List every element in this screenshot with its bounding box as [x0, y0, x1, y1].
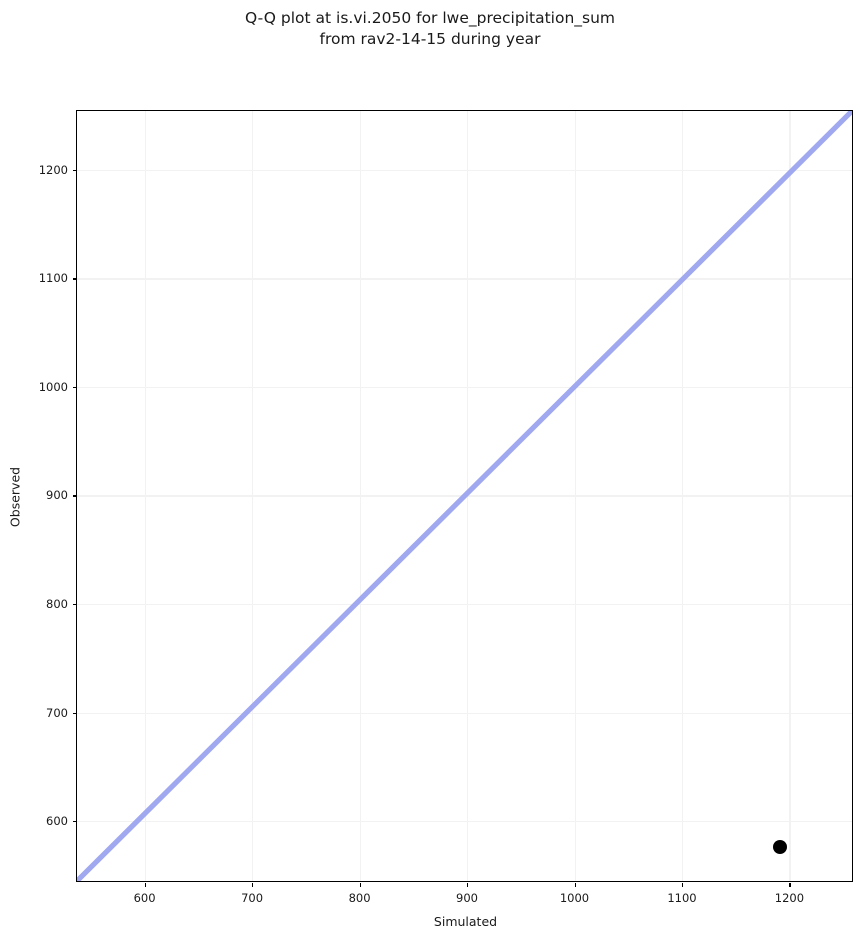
data-point[interactable]: [772, 839, 787, 854]
gridline-horizontal: [77, 169, 852, 172]
gridline-horizontal: [77, 821, 852, 823]
x-tick-label: 1200: [774, 891, 805, 905]
x-tick: [574, 883, 576, 887]
y-tick: [73, 386, 77, 389]
plot-axes: 600 700 800 900 1000 1100 1200 600 700 8…: [8, 110, 853, 929]
x-tick-label: 1000: [559, 891, 590, 905]
x-tick-label: 700: [241, 891, 264, 905]
chart-title: Q-Q plot at is.vi.2050 for lwe_precipita…: [244, 9, 616, 48]
x-tick: [789, 883, 791, 887]
y-tick-label: 600: [46, 814, 68, 829]
x-tick: [467, 883, 469, 887]
y-tick: [73, 604, 77, 606]
x-tick-label: 600: [133, 891, 156, 905]
gridline-horizontal: [77, 386, 852, 389]
y-tick: [73, 821, 77, 823]
x-tick: [144, 883, 146, 887]
y-tick: [73, 712, 77, 714]
y-tick: [73, 278, 77, 280]
y-tick-label: 1200: [38, 162, 68, 177]
identity-reference-line: [77, 111, 852, 881]
x-tick: [252, 883, 254, 887]
y-tick-label: 1100: [38, 271, 68, 286]
y-tick-label: 1000: [38, 379, 68, 394]
x-tick-label: 1100: [667, 891, 697, 905]
gridline-horizontal: [77, 278, 852, 280]
x-tick-label: 800: [348, 891, 371, 905]
y-tick-label: 700: [46, 705, 68, 720]
y-tick: [73, 495, 77, 497]
y-axis-label: Observed: [7, 466, 23, 528]
plot-area: [77, 111, 852, 881]
x-tick: [359, 883, 361, 887]
y-tick-label: 800: [46, 597, 68, 611]
y-tick: [73, 169, 77, 172]
x-axis-label: Simulated: [433, 914, 498, 929]
x-tick-label: 900: [456, 891, 478, 905]
gridline-horizontal: [77, 604, 852, 606]
x-tick: [682, 883, 684, 887]
y-tick-label: 900: [46, 488, 68, 503]
gridline-horizontal: [77, 712, 852, 714]
